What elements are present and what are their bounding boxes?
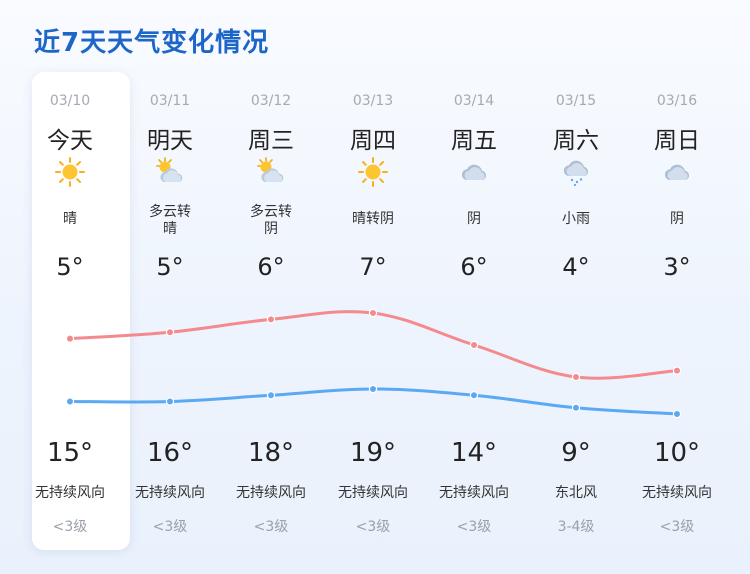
day-date: 03/16 (656, 93, 698, 109)
page-title: 近7天天气变化情况 (34, 28, 270, 58)
day-temperature-top: 6° (460, 253, 488, 281)
day-column: 03/15 周六小雨 4° 9° 东北风 3-4级 (527, 0, 625, 574)
day-column: 03/13 周四晴转阴 7° 19° 无持续风向 <3级 (324, 0, 422, 574)
upper-temperature-point (266, 315, 276, 324)
day-wind-direction: 东北风 (555, 485, 597, 501)
day-weather-description: 阴 (670, 211, 684, 227)
day-weather-description: 多云转 阴 (250, 204, 292, 237)
day-wind-direction: 无持续风向 (236, 485, 306, 501)
day-temperature-top: 4° (562, 253, 590, 281)
day-temperature-top: 6° (257, 253, 285, 281)
day-column: 03/14 周五阴 6° 14° 无持续风向 <3级 (425, 0, 523, 574)
lower-temperature-point (571, 403, 581, 412)
day-weekday: 周四 (350, 128, 396, 154)
upper-temperature-point (469, 340, 479, 350)
upper-temperature-point (368, 308, 378, 318)
lower-temperature-point (266, 391, 276, 400)
day-wind-level: 3-4级 (557, 519, 595, 535)
day-wind-direction: 无持续风向 (135, 485, 205, 501)
day-temperature-bottom: 18° (247, 438, 295, 468)
day-wind-level: <3级 (52, 519, 88, 535)
day-wind-level: <3级 (152, 519, 188, 535)
day-wind-level: <3级 (253, 519, 289, 535)
day-weekday: 周三 (248, 128, 294, 154)
day-weekday: 今天 (47, 128, 93, 154)
day-column: 03/16 周日阴 3° 10° 无持续风向 <3级 (628, 0, 726, 574)
lower-temperature-point (65, 397, 75, 406)
partly-cloudy-icon (154, 156, 186, 188)
sun-icon (54, 156, 86, 188)
upper-temperature-line (68, 310, 679, 380)
day-wind-direction: 无持续风向 (439, 485, 509, 501)
day-weather-description: 小雨 (562, 211, 590, 227)
day-temperature-bottom: 19° (349, 438, 397, 468)
day-date: 03/13 (352, 93, 394, 109)
day-wind-level: <3级 (659, 519, 695, 535)
lower-temperature-point (469, 391, 479, 400)
upper-temperature-point (571, 372, 581, 382)
day-weekday: 明天 (147, 128, 193, 154)
partly-cloudy-icon (255, 156, 287, 188)
day-wind-level: <3级 (355, 519, 391, 535)
rain-cloud-icon (560, 156, 592, 188)
day-temperature-top: 5° (56, 253, 84, 281)
day-weather-description: 阴 (467, 211, 481, 227)
day-temperature-top: 5° (156, 253, 184, 281)
day-column: 03/11 明天多云转 晴 5° 16° 无持续风向 <3级 (121, 0, 219, 574)
day-weekday: 周五 (451, 128, 497, 154)
cloud-icon (661, 156, 693, 188)
day-temperature-bottom: 15° (46, 438, 94, 468)
lower-temperature-point (672, 409, 682, 419)
day-date: 03/12 (250, 93, 292, 109)
day-temperature-bottom: 14° (450, 438, 498, 468)
upper-temperature-point (672, 366, 682, 375)
day-wind-direction: 无持续风向 (338, 485, 408, 501)
upper-temperature-point (65, 334, 75, 343)
day-temperature-bottom: 16° (146, 438, 194, 468)
day-weather-description: 晴转阴 (352, 211, 394, 227)
day-date: 03/10 (49, 93, 91, 109)
day-temperature-top: 7° (359, 253, 387, 281)
sun-icon (357, 156, 389, 188)
day-wind-direction: 无持续风向 (642, 485, 712, 501)
day-column: 03/10 今天晴 5° 15° 无持续风向 <3级 (21, 0, 119, 574)
day-temperature-top: 3° (663, 253, 691, 281)
day-wind-level: <3级 (456, 519, 492, 535)
day-date: 03/15 (555, 93, 597, 109)
day-wind-direction: 无持续风向 (35, 485, 105, 501)
upper-temperature-point (165, 328, 175, 337)
lower-temperature-point (368, 384, 378, 394)
day-date: 03/11 (149, 93, 191, 109)
today-highlight-card (32, 72, 130, 550)
day-date: 03/14 (453, 93, 495, 109)
lower-temperature-point (165, 397, 175, 406)
day-column: 03/12 周三多云转 阴 6° 18° 无持续风向 <3级 (222, 0, 320, 574)
day-weekday: 周日 (654, 128, 700, 154)
day-weather-description: 多云转 晴 (149, 204, 191, 237)
day-weekday: 周六 (553, 128, 599, 154)
cloud-icon (458, 156, 490, 188)
day-temperature-bottom: 9° (561, 438, 591, 468)
day-weather-description: 晴 (63, 211, 77, 227)
day-temperature-bottom: 10° (653, 438, 701, 468)
